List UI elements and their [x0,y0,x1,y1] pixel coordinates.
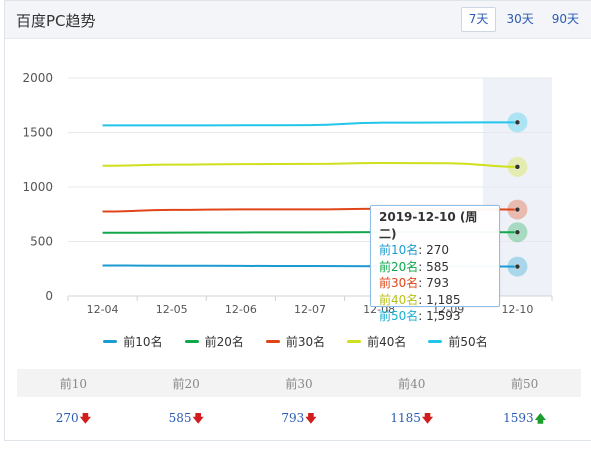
stats-value-row: 270🡇 585🡇 793🡇 1185🡇 1593🡅 [17,397,581,441]
y-tick-label: 1500 [22,126,53,140]
legend-label: 前50名 [448,335,488,349]
legend-item-top50[interactable]: 前50名 [428,333,488,350]
stats-number: 585 [168,410,192,425]
x-tick-label: 12-10 [501,303,533,316]
x-tick-label: 12-07 [294,303,326,316]
data-point [514,229,521,235]
stats-header-top40: 前40 [398,376,426,391]
tooltip-row-top20: 前20名: 585 [379,259,450,274]
tooltip-value: 585 [426,259,450,274]
x-tick-label: 12-06 [225,303,257,316]
panel-title: 百度PC趋势 [16,12,96,30]
legend-label: 前10名 [123,335,163,349]
stats-number: 270 [55,410,79,425]
stats-number: 1185 [390,410,421,425]
tab-90-days[interactable]: 90天 [551,12,579,26]
tooltip-value: 793 [426,276,450,290]
stats-header-top10: 前10 [59,376,88,391]
panel-header: 百度PC趋势 7天 30天 90天 [5,1,591,39]
tooltip-label: 前10名 [379,243,419,257]
legend-item-top40[interactable]: 前40名 [347,333,406,350]
legend-label: 前20名 [204,335,244,349]
x-tick-label: 12-05 [156,303,188,316]
legend-item-top20[interactable]: 前20名 [184,333,244,350]
x-tick-label: 12-04 [87,303,119,316]
stats-header-row: 前10 前20 前30 前40 前50 [17,369,581,397]
series-line-4 [102,162,518,168]
arrow-down-icon: 🡇 [79,411,91,425]
legend-item-top30[interactable]: 前30名 [265,333,326,350]
tooltip-value: 1,593 [426,309,461,323]
tooltip-label: 前50名 [379,309,419,323]
stats-value-top40[interactable]: 1185🡇 [355,410,468,429]
tab-7-days[interactable]: 7天 [460,7,497,32]
data-point [514,206,521,213]
stats-value-top50[interactable]: 1593🡅 [468,410,581,429]
tooltip-label: 前30名 [379,276,419,290]
data-point [514,263,521,270]
stats-header-top30: 前30 [285,376,313,391]
tooltip-value: 270 [426,243,450,257]
tooltip-row-top30: 前30名: 793 [379,276,450,290]
legend-swatch [428,340,443,343]
legend-swatch [265,340,280,343]
stats-header-top50: 前50 [510,376,539,391]
tab-30-days[interactable]: 30天 [506,12,534,26]
legend-label: 前40名 [367,335,407,349]
tooltip-row-top50: 前50名: 1,593 [379,309,461,323]
stats-header-top20: 前20 [172,376,200,391]
arrow-down-icon: 🡇 [421,411,434,425]
stats-number: 1593 [503,410,534,425]
data-point [514,119,521,126]
rank-stats-table: 前10 前20 前30 前40 前50 270🡇 585🡇 793🡇 1185🡇… [17,369,581,441]
y-tick-label: 1000 [22,180,53,194]
legend-swatch [347,340,362,343]
arrow-up-icon: 🡅 [534,411,547,425]
legend-swatch [184,340,199,343]
y-tick-label: 0 [45,289,53,303]
series-line-5 [102,121,518,127]
arrow-down-icon: 🡇 [192,411,204,425]
legend-item-top10[interactable]: 前10名 [103,333,163,350]
chart-tooltip: 2019-12-10 (周二) 前10名: 270 前20名: 585 前30名… [370,205,500,323]
stats-value-top30[interactable]: 793🡇 [243,410,356,429]
tooltip-value: 1,185 [426,292,461,307]
stats-value-top10[interactable]: 270🡇 [17,410,130,429]
legend-swatch [103,340,118,343]
tooltip-row-top10: 前10名: 270 [379,243,450,257]
data-point [514,164,521,170]
tooltip-label: 前40名 [379,292,419,307]
tooltip-row-top40: 前40名: 1,185 [379,292,461,307]
stats-value-top20[interactable]: 585🡇 [130,410,243,429]
range-tabs: 7天 30天 90天 [460,7,587,32]
legend-label: 前30名 [285,335,326,349]
y-tick-label: 2000 [22,71,53,85]
chart-legend: 前10名 前20名 前30名 前40名 前50名 [0,333,591,350]
tooltip-title: 2019-12-10 (周二) [379,210,478,241]
y-tick-label: 500 [30,235,53,249]
stats-number: 793 [281,410,305,425]
tooltip-label: 前20名 [379,259,419,274]
arrow-down-icon: 🡇 [305,411,317,425]
